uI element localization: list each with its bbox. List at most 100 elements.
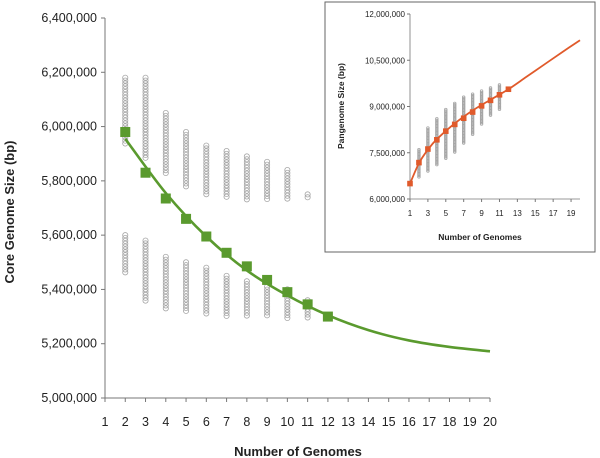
- pan-range-point: [479, 122, 484, 126]
- pan-range-point: [435, 161, 439, 165]
- core-lower-point: [223, 281, 230, 288]
- pan-range-point: [453, 148, 457, 153]
- core-upper-point: [183, 137, 190, 144]
- core-upper-point: [142, 131, 149, 138]
- core-upper-point: [284, 181, 291, 188]
- y-axis-label: Core Genome Size (bp): [2, 140, 17, 283]
- core-upper-point: [264, 181, 271, 188]
- core-upper-point: [142, 111, 149, 118]
- core-upper-point: [142, 80, 149, 87]
- y-tick-label: 5,600,000: [41, 228, 97, 242]
- core-lower-point: [203, 284, 210, 291]
- pan-range-point: [497, 107, 502, 111]
- core-upper-point: [243, 190, 250, 197]
- core-lower-point: [203, 273, 210, 280]
- core-lower-point: [122, 237, 129, 244]
- core-upper-point: [183, 177, 190, 184]
- core-upper-point: [183, 183, 190, 190]
- core-lower-point: [223, 284, 230, 291]
- core-upper-point: [264, 170, 271, 177]
- core-upper-point: [183, 174, 190, 181]
- core-upper-point: [243, 179, 250, 186]
- core-upper-point: [203, 176, 210, 183]
- core-upper-point: [183, 157, 190, 164]
- core-upper-point: [162, 164, 169, 171]
- inset-y-axis-label: Pangenome Size (bp): [336, 63, 346, 149]
- core-upper-point: [223, 153, 230, 160]
- core-lower-point: [162, 285, 169, 292]
- core-upper-point: [264, 173, 271, 180]
- core-lower-point: [183, 287, 190, 294]
- core-lower-point: [142, 297, 149, 304]
- core-lower-point: [122, 249, 129, 256]
- core-lower-point: [183, 305, 190, 312]
- core-lower-point: [223, 290, 230, 297]
- pan-mean-marker: [487, 97, 494, 104]
- core-lower-point: [162, 273, 169, 280]
- inset-x-tick-label: 11: [495, 209, 504, 218]
- core-upper-point: [142, 154, 149, 161]
- core-upper-point: [243, 164, 250, 171]
- core-mean-marker: [282, 287, 293, 298]
- y-tick-label: 6,200,000: [41, 65, 97, 79]
- core-upper-point: [142, 140, 149, 147]
- core-upper-point: [264, 164, 271, 171]
- core-upper-point: [162, 110, 169, 117]
- core-lower-point: [183, 259, 190, 266]
- core-lower-point: [142, 251, 149, 258]
- core-upper-point: [264, 184, 271, 191]
- x-tick-label: 8: [243, 415, 250, 429]
- pan-mean-marker: [478, 103, 485, 109]
- core-lower-point: [183, 273, 190, 280]
- core-upper-point: [142, 143, 149, 150]
- core-lower-point: [142, 240, 149, 247]
- core-upper-point: [183, 146, 190, 153]
- core-lower-point: [162, 268, 169, 275]
- pangenome-inset: 6,000,000 7,500,000 9,000,000 10,500,000 12,…: [324, 1, 596, 253]
- core-upper-point: [183, 169, 190, 176]
- core-upper-point: [203, 162, 210, 169]
- core-lower-point: [223, 272, 230, 279]
- core-upper-point: [183, 143, 190, 150]
- core-lower-point: [223, 307, 230, 314]
- core-upper-point: [183, 140, 190, 147]
- core-upper-point: [264, 190, 271, 197]
- core-lower-point: [203, 264, 210, 271]
- core-upper-point: [223, 182, 230, 189]
- core-lower-point: [264, 298, 271, 305]
- x-axis-label: Number of Genomes: [234, 444, 362, 458]
- pan-range-point: [461, 141, 466, 145]
- core-upper-point: [142, 114, 149, 121]
- core-upper-point: [203, 154, 210, 161]
- pan-mean-marker: [469, 109, 476, 115]
- core-upper-point: [142, 83, 149, 90]
- core-lower-point: [203, 270, 210, 277]
- core-lower-point: [203, 296, 210, 303]
- core-upper-point: [264, 167, 271, 174]
- core-lower-point: [304, 314, 311, 321]
- core-lower-point: [203, 267, 210, 274]
- core-upper-point: [243, 196, 250, 203]
- core-upper-point: [183, 128, 190, 135]
- core-lower-point: [122, 263, 129, 270]
- core-lower-point: [203, 304, 210, 311]
- core-lower-point: [203, 287, 210, 294]
- pan-range-point: [435, 162, 439, 167]
- core-upper-point: [284, 169, 291, 176]
- core-upper-point: [203, 156, 210, 163]
- core-lower-point: [142, 266, 149, 273]
- core-upper-point: [142, 94, 149, 101]
- core-upper-point: [162, 147, 169, 154]
- core-upper-point: [223, 179, 230, 186]
- core-upper-point: [203, 179, 210, 186]
- inset-y-tick-label: 12,000,000: [365, 10, 406, 19]
- core-lower-point: [284, 306, 291, 313]
- x-tick-label: 14: [361, 415, 375, 429]
- core-upper-point: [223, 156, 230, 163]
- core-upper-point: [142, 86, 149, 93]
- core-lower-point: [162, 288, 169, 295]
- core-upper-point: [162, 158, 169, 165]
- pan-range-point: [426, 169, 430, 173]
- core-lower-point: [162, 282, 169, 289]
